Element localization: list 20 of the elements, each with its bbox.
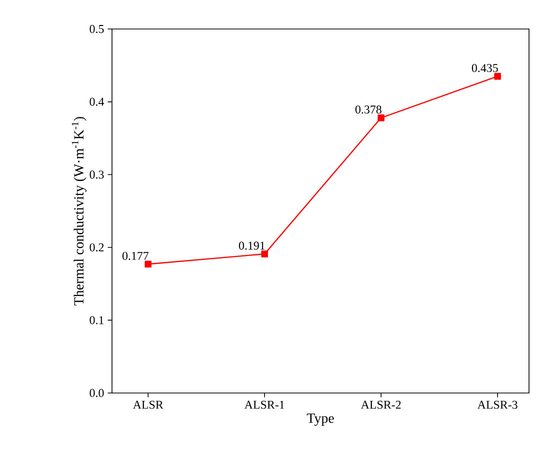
x-tick-label: ALSR-2	[360, 400, 401, 409]
y-tick-label: 0.3	[90, 170, 104, 179]
x-tick-label: ALSR	[132, 400, 164, 409]
y-tick-label: 0.0	[90, 388, 104, 398]
y-tick-label: 0.4	[90, 98, 104, 106]
point	[144, 260, 152, 268]
y-tick-label: 0.2	[90, 243, 104, 252]
data-label: 0.191	[238, 242, 265, 250]
x-axis-title: Type	[306, 414, 334, 426]
data-label: 0.435	[472, 64, 498, 72]
point	[378, 114, 384, 122]
point	[261, 250, 268, 258]
y-axis-title: Thermal conductivity (W·m$^{-1}$K$^{-1}$)	[72, 117, 86, 306]
data-label: 0.177	[122, 252, 149, 260]
y-tick-label: 0.5	[90, 24, 104, 34]
point	[494, 72, 501, 80]
x-tick-label: ALSR-1	[244, 400, 284, 409]
y-tick-label: 0.1	[90, 316, 104, 324]
data-label: 0.378	[355, 105, 382, 114]
x-tick-label: ALSR-3	[477, 400, 518, 409]
